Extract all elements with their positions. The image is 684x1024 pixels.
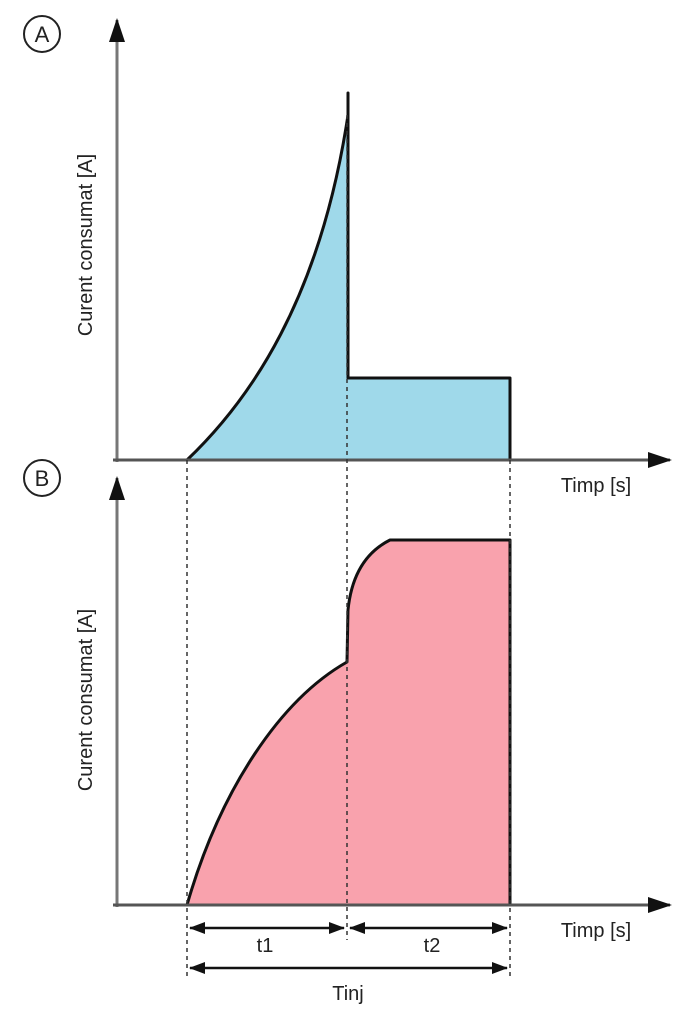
time-guides (186, 115, 511, 978)
t1-label: t1 (257, 935, 274, 957)
tinj-label: Tinj (332, 983, 363, 1005)
panel-b-current-area (185, 538, 512, 907)
panel-b: B Curent consumat [A] Timp [s] (23, 459, 672, 942)
interval-dimensions (189, 922, 508, 974)
panel-a-x-label: Timp [s] (561, 475, 631, 497)
panel-a-label: A (35, 22, 50, 47)
panel-b-label: B (35, 466, 50, 491)
panel-a-current-area (185, 91, 512, 462)
panel-a-y-label: Curent consumat [A] (75, 154, 97, 336)
panel-b-badge (23, 459, 61, 497)
panel-b-x-label: Timp [s] (561, 920, 631, 942)
panel-a-badge (23, 15, 61, 53)
panel-a: A Curent consumat [A] Timp [s] (23, 15, 672, 497)
panel-b-y-label: Curent consumat [A] (75, 609, 97, 791)
t2-label: t2 (424, 935, 441, 957)
